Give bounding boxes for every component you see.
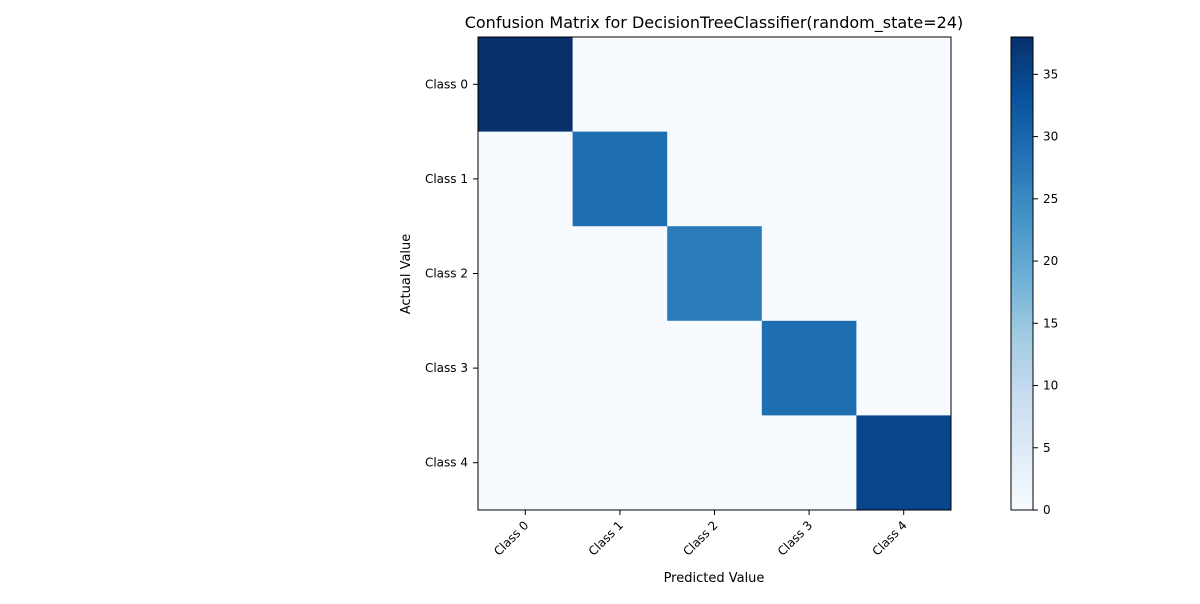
colorbar-tick-label: 10 xyxy=(1043,379,1058,393)
heatmap-cell xyxy=(761,37,857,133)
colorbar-tick-label: 20 xyxy=(1043,254,1058,268)
y-tick-label: Class 3 xyxy=(425,361,468,375)
colorbar-tick-label: 5 xyxy=(1043,441,1051,455)
heatmap-cell xyxy=(761,320,857,416)
heatmap-cell xyxy=(856,131,952,227)
x-tick-label: Class 2 xyxy=(680,518,720,558)
heatmap-cell xyxy=(572,415,668,511)
heatmap-cell xyxy=(761,226,857,322)
colorbar-tick-label: 15 xyxy=(1043,316,1058,330)
heatmap-cell xyxy=(667,37,763,133)
colorbar-tick-label: 25 xyxy=(1043,192,1058,206)
heatmap-cells xyxy=(478,37,952,511)
x-axis-label: Predicted Value xyxy=(664,571,765,586)
y-axis-label: Actual Value xyxy=(399,234,414,315)
heatmap-cell xyxy=(572,320,668,416)
y-axis-ticks: Class 0 Class 1 Class 2 Class 3 Class 4 xyxy=(425,77,478,470)
heatmap-cell xyxy=(667,320,763,416)
colorbar-tick-label: 0 xyxy=(1043,503,1051,517)
heatmap-cell xyxy=(761,415,857,511)
heatmap-cell xyxy=(572,37,668,133)
y-tick-label: Class 0 xyxy=(425,77,468,91)
heatmap-cell xyxy=(856,320,952,416)
heatmap-cell xyxy=(478,320,574,416)
x-tick-label: Class 4 xyxy=(869,518,909,558)
heatmap-cell xyxy=(667,415,763,511)
heatmap-cell xyxy=(478,37,574,133)
heatmap-cell xyxy=(856,37,952,133)
chart-title: Confusion Matrix for DecisionTreeClassif… xyxy=(465,13,964,33)
heatmap-cell xyxy=(761,131,857,227)
heatmap-cell xyxy=(572,131,668,227)
x-tick-label: Class 1 xyxy=(586,518,626,558)
heatmap-cell xyxy=(572,226,668,322)
heatmap-cell xyxy=(667,226,763,322)
colorbar-ticks: 0 5 10 15 20 25 30 35 xyxy=(1033,67,1058,517)
x-tick-label: Class 0 xyxy=(491,518,531,558)
heatmap-cell xyxy=(478,226,574,322)
colorbar-tick-label: 30 xyxy=(1043,130,1058,144)
x-axis-ticks: Class 0 Class 1 Class 2 Class 3 Class 4 xyxy=(491,510,910,559)
heatmap-cell xyxy=(478,415,574,511)
heatmap-cell xyxy=(478,131,574,227)
x-tick-label: Class 3 xyxy=(775,518,815,558)
colorbar xyxy=(1010,36,1034,511)
heatmap-cell xyxy=(856,226,952,322)
y-tick-label: Class 1 xyxy=(425,172,468,186)
colorbar-tick-label: 35 xyxy=(1043,67,1058,81)
heatmap-cell xyxy=(667,131,763,227)
heatmap-cell xyxy=(856,415,952,511)
y-tick-label: Class 2 xyxy=(425,267,468,281)
y-tick-label: Class 4 xyxy=(425,456,468,470)
